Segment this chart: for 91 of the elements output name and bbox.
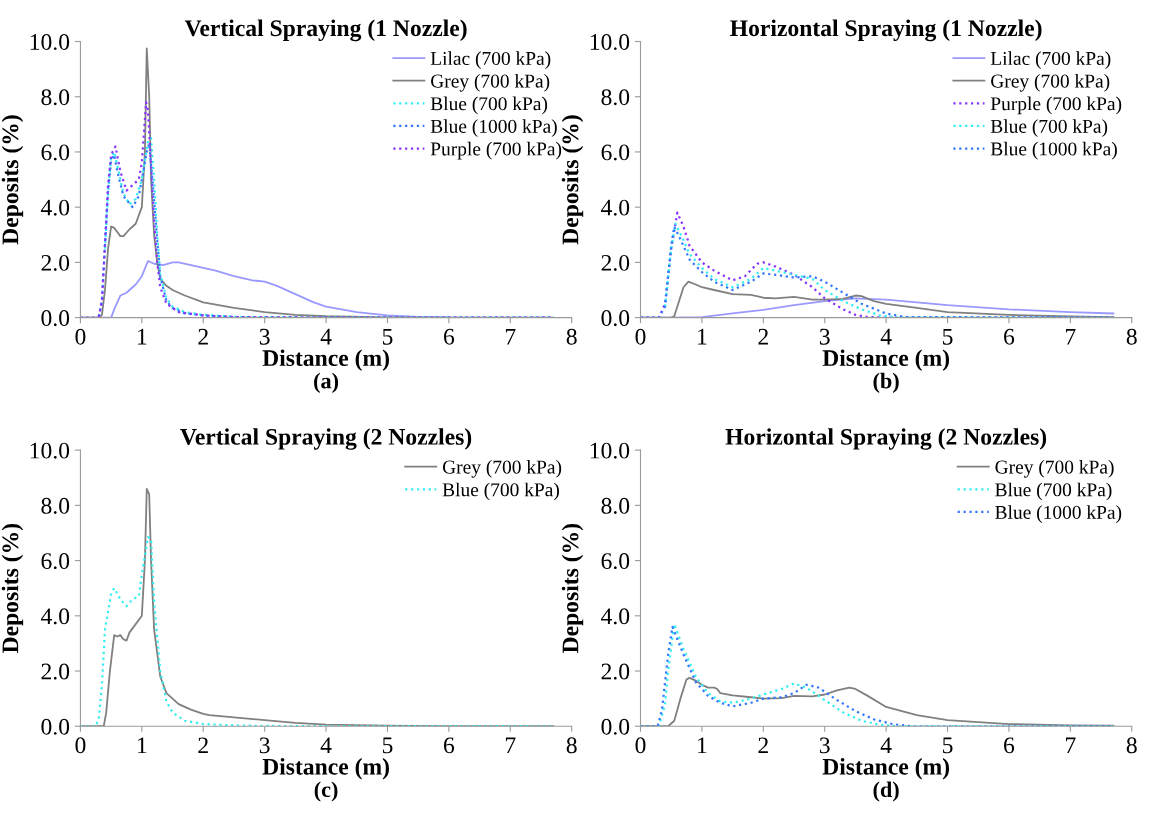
y-tick-label: 0.0 bbox=[41, 310, 70, 327]
y-tick-label: 0.0 bbox=[601, 718, 630, 735]
y-tick-label: 2.0 bbox=[601, 254, 630, 271]
text: (d) bbox=[873, 781, 899, 802]
x-tick-label: 3 bbox=[259, 328, 270, 345]
x-tick-label: 3 bbox=[819, 328, 830, 345]
y-tick-label: 4.0 bbox=[40, 199, 70, 216]
x-tick-label: 5 bbox=[943, 328, 953, 345]
x-tick-label: 8 bbox=[566, 328, 577, 345]
y-tick-label: 2.0 bbox=[41, 663, 70, 680]
legend-label: Grey (700 kPa) bbox=[431, 73, 550, 92]
x-tick-label: 8 bbox=[1126, 328, 1137, 345]
x-tick-label: 0 bbox=[75, 328, 86, 345]
x-tick-label: 8 bbox=[566, 737, 577, 754]
x-tick-label: 1 bbox=[698, 328, 707, 345]
x-axis-title: Distance (m) bbox=[822, 349, 950, 371]
y-axis-title: Deposits (%) bbox=[561, 523, 584, 654]
legend-label: Blue (700 kPa) bbox=[430, 96, 548, 115]
x-tick-label: 0 bbox=[635, 737, 646, 754]
x-tick-label: 5 bbox=[382, 737, 393, 754]
x-tick-label: 7 bbox=[505, 737, 516, 754]
x-tick-label: 7 bbox=[1066, 328, 1076, 345]
chart-title: Horizontal Spraying (1 Nozzle) bbox=[730, 19, 1042, 42]
x-tick-label: 6 bbox=[1004, 737, 1015, 754]
x-tick-label: 5 bbox=[382, 328, 393, 345]
x-axis-title: Distance (m) bbox=[262, 349, 389, 371]
y-axis-title: Deposits (%) bbox=[1, 523, 24, 654]
legend-label: Grey (700 kPa) bbox=[442, 459, 562, 478]
y-tick-label: 8.0 bbox=[601, 497, 630, 514]
x-tick-label: 1 bbox=[698, 737, 707, 754]
x-tick-label: 0 bbox=[75, 737, 86, 754]
x-axis-title: Distance (m) bbox=[822, 758, 950, 780]
x-tick-label: 3 bbox=[819, 737, 830, 754]
y-tick-label: 0.0 bbox=[601, 310, 630, 327]
y-tick-label: 10.0 bbox=[30, 442, 70, 459]
text: (c) bbox=[314, 781, 338, 802]
y-tick-label: 6.0 bbox=[41, 553, 70, 570]
y-tick-label: 10.0 bbox=[590, 442, 630, 459]
x-tick-label: 1 bbox=[138, 737, 147, 754]
x-tick-label: 2 bbox=[198, 737, 208, 754]
x-tick-label: 8 bbox=[1126, 737, 1137, 754]
x-tick-label: 4 bbox=[320, 737, 332, 754]
text: (b) bbox=[873, 372, 899, 393]
y-tick-label: 4.0 bbox=[40, 608, 70, 625]
y-tick-label: 2.0 bbox=[41, 254, 70, 271]
y-tick-label: 6.0 bbox=[41, 144, 70, 161]
x-tick-label: 6 bbox=[444, 737, 455, 754]
legend-label: Purple (700 kPa) bbox=[990, 96, 1122, 115]
legend-label: Grey (700 kPa) bbox=[991, 73, 1110, 92]
x-tick-label: 5 bbox=[943, 737, 953, 754]
y-axis-title: Deposits (%) bbox=[1, 115, 24, 245]
x-tick-label: 6 bbox=[1004, 328, 1015, 345]
legend-label: Lilac (700 kPa) bbox=[430, 51, 551, 69]
y-tick-label: 8.0 bbox=[41, 89, 70, 106]
chart-title: Horizontal Spraying (2 Nozzles) bbox=[725, 428, 1047, 450]
legend-label: Grey (700 kPa) bbox=[995, 459, 1114, 478]
y-tick-label: 6.0 bbox=[601, 553, 630, 570]
chart-title: Vertical Spraying (2 Nozzles) bbox=[180, 428, 472, 450]
y-tick-label: 8.0 bbox=[41, 497, 70, 514]
y-axis-title: Deposits (%) bbox=[561, 115, 584, 245]
x-tick-label: 7 bbox=[505, 328, 516, 345]
y-tick-label: 10.0 bbox=[30, 33, 70, 51]
chart-title: Vertical Spraying (1 Nozzle) bbox=[184, 19, 467, 42]
legend-label: Blue (700 kPa) bbox=[995, 482, 1112, 501]
x-tick-label: 4 bbox=[880, 737, 892, 754]
x-tick-label: 4 bbox=[880, 328, 892, 345]
x-tick-label: 4 bbox=[320, 328, 332, 345]
x-tick-label: 1 bbox=[138, 328, 147, 345]
x-tick-label: 6 bbox=[444, 328, 455, 345]
legend-label: Lilac (700 kPa) bbox=[990, 51, 1111, 69]
y-tick-label: 4.0 bbox=[601, 608, 630, 625]
y-tick-label: 10.0 bbox=[590, 33, 630, 51]
x-tick-label: 2 bbox=[758, 737, 768, 754]
legend-label: Blue (700 kPa) bbox=[442, 482, 559, 501]
x-tick-label: 2 bbox=[198, 328, 208, 345]
y-tick-label: 6.0 bbox=[601, 144, 630, 161]
x-tick-label: 2 bbox=[758, 328, 768, 345]
x-tick-label: 0 bbox=[635, 328, 646, 345]
x-tick-label: 3 bbox=[259, 737, 270, 754]
legend-label: Blue (1000 kPa) bbox=[430, 119, 557, 137]
y-tick-label: 0.0 bbox=[41, 718, 70, 735]
legend-label: Blue (700 kPa) bbox=[990, 119, 1108, 137]
y-tick-label: 4.0 bbox=[601, 199, 630, 216]
x-axis-title: Distance (m) bbox=[262, 758, 389, 780]
legend-label: Blue (1000 kPa) bbox=[995, 505, 1122, 523]
legend-label: Purple (700 kPa) bbox=[430, 141, 562, 160]
text: (a) bbox=[314, 372, 339, 393]
x-tick-label: 7 bbox=[1066, 737, 1076, 754]
y-tick-label: 8.0 bbox=[601, 89, 630, 106]
legend-label: Blue (1000 kPa) bbox=[990, 141, 1117, 160]
y-tick-label: 2.0 bbox=[601, 663, 630, 680]
